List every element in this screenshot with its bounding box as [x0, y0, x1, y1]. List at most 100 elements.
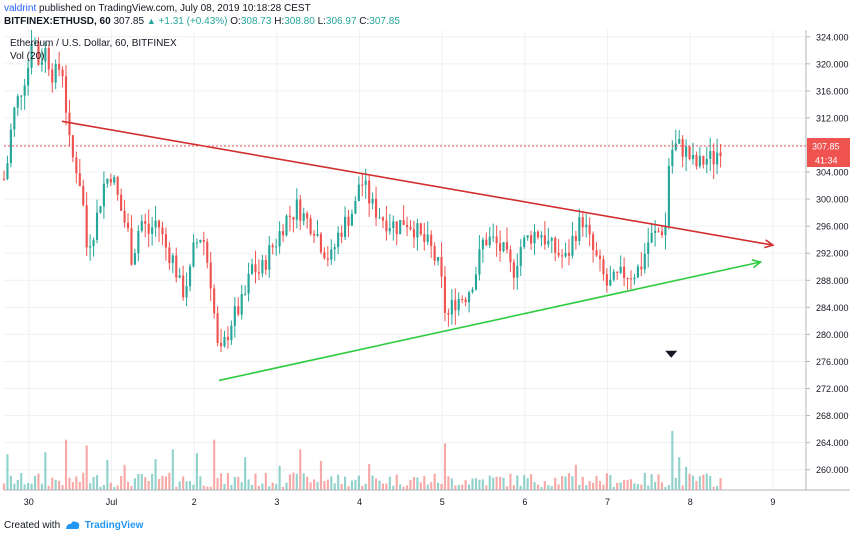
candle-body — [364, 180, 367, 185]
candle-body — [702, 155, 705, 165]
volume-bar — [271, 482, 274, 490]
price-tick-label: 280.000 — [816, 330, 849, 340]
volume-bar — [457, 484, 460, 490]
candle-body — [554, 237, 557, 253]
support-trendline[interactable] — [218, 261, 761, 382]
volume-bar — [647, 485, 650, 490]
countdown-label: 41:34 — [815, 156, 838, 166]
candle-body — [433, 246, 436, 261]
volume-bar — [709, 475, 712, 490]
open-value: 308.73 — [240, 16, 272, 27]
volume-bar — [478, 479, 481, 490]
volume-bar — [437, 482, 440, 490]
candle-body — [120, 194, 123, 211]
candle-body — [450, 300, 453, 315]
volume-bar — [636, 484, 639, 490]
volume-bar — [502, 477, 505, 490]
candle-body — [388, 228, 391, 232]
time-tick-label: 5 — [440, 497, 445, 507]
low-label: L: — [317, 16, 326, 27]
trendlines[interactable] — [4, 120, 806, 382]
candle-body — [581, 217, 584, 228]
time-tick-label: 8 — [688, 497, 693, 507]
candle-body — [75, 157, 78, 174]
candle-body — [468, 292, 471, 303]
tradingview-brand[interactable]: TradingView — [84, 520, 144, 531]
candle-body — [585, 224, 588, 228]
volume-label: Vol (20) — [10, 51, 44, 62]
volume-bar — [595, 475, 598, 490]
volume-bar — [233, 476, 236, 490]
author-link[interactable]: valdrint — [4, 3, 37, 14]
chart-header: valdrint published on TradingView.com, J… — [0, 0, 850, 30]
volume-bar — [133, 478, 136, 490]
volume-bar — [671, 430, 674, 490]
candle-body — [281, 231, 285, 236]
candle-body — [674, 143, 677, 151]
candle-body — [337, 232, 340, 248]
resistance-trendline[interactable] — [61, 120, 774, 246]
candle-body — [123, 210, 126, 223]
volume-bar — [354, 479, 357, 490]
volume-marker-icon — [665, 350, 678, 358]
volume-bar — [574, 464, 577, 490]
volume-bar — [68, 477, 71, 490]
candle-body — [92, 239, 95, 247]
candle-body — [368, 180, 371, 204]
volume-bar — [664, 486, 667, 490]
candle-body — [182, 275, 185, 298]
symbol-label: BITFINEX:ETHUSD, 60 — [4, 16, 111, 27]
volume-bar — [178, 481, 181, 490]
candle-body — [137, 230, 140, 254]
volume-bar — [275, 483, 278, 490]
volume-bar — [536, 484, 540, 490]
volume-bar — [99, 486, 102, 490]
volume-bar — [175, 486, 178, 490]
candle-body — [381, 217, 385, 221]
candle-body — [409, 227, 412, 230]
candle-body — [44, 48, 47, 62]
candle-body — [405, 224, 409, 228]
volume-bar — [61, 485, 64, 490]
candle-body — [567, 253, 571, 256]
volume-bar — [2, 483, 6, 490]
candle-body — [419, 223, 422, 235]
price-tick-label: 296.000 — [816, 222, 849, 232]
candle-body — [509, 249, 512, 263]
arrowhead — [764, 239, 775, 249]
volume-bar — [388, 476, 391, 490]
candle-body — [437, 257, 440, 261]
candle-body — [695, 154, 698, 167]
candle-body — [20, 95, 23, 97]
volume-bar — [347, 486, 350, 490]
volume-bar — [295, 473, 298, 490]
volume-bar — [71, 481, 74, 490]
candle-body — [516, 265, 519, 278]
volume-bar — [312, 479, 316, 490]
candle-body — [16, 96, 19, 108]
volume-bar — [281, 487, 285, 490]
volume-bar — [202, 485, 205, 490]
volume-bar — [416, 477, 419, 490]
volume-bar — [89, 483, 92, 490]
tradingview-logo-icon — [65, 521, 80, 529]
volume-bar — [151, 473, 154, 490]
candle-body — [543, 235, 546, 245]
candles — [2, 30, 722, 353]
candle-body — [275, 246, 278, 248]
candle-body — [678, 138, 681, 144]
candle-body — [719, 152, 722, 157]
candle-body — [633, 277, 636, 280]
volume-bar — [571, 476, 574, 490]
volume-bar — [106, 460, 109, 490]
volume-bar — [319, 460, 323, 490]
price-chart[interactable]: 260.000 264.000 268.000 272.000 276.000 280.0… — [0, 30, 850, 514]
candle-body — [95, 212, 99, 240]
volume-bar — [126, 481, 130, 490]
candle-body — [474, 274, 478, 290]
volume-bar — [195, 453, 198, 490]
candle-body — [354, 201, 357, 214]
candle-body — [216, 313, 219, 343]
candle-body — [691, 154, 695, 159]
volume-bar — [433, 473, 436, 490]
